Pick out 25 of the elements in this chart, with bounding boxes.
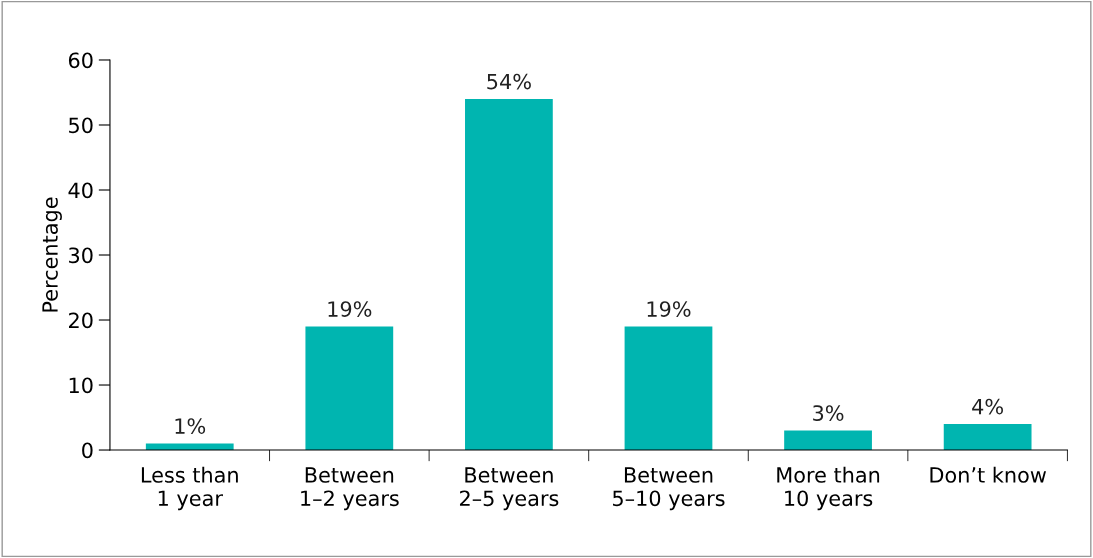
bar [305,326,394,451]
x-tick-label: Between 2–5 years [459,467,559,511]
y-tick-label: 40 [68,182,93,199]
data-label: 3% [813,405,844,421]
bar [624,326,713,451]
y-tick-label: 20 [69,312,93,329]
y-tick-label: 0 [82,442,93,459]
y-tick-label: 60 [68,52,93,69]
x-tick-label: Between 1–2 years [301,467,399,511]
x-tick-label: Don’t know [930,466,1046,483]
y-axis-title: Percentage [42,197,62,312]
y-tick-label: 10 [69,377,93,394]
y-tick-label: 30 [69,247,93,264]
data-label: 19% [647,301,691,317]
x-tick-label: Between 5–10 years [613,467,725,511]
bar [784,430,872,451]
data-label: 4% [972,398,1004,415]
y-tick-label: 50 [69,117,93,134]
data-label: 19% [328,301,372,317]
bar [465,98,553,451]
data-label: 1% [175,418,206,434]
data-label: 54% [487,73,531,90]
x-tick-label: Less than 1 year [141,466,238,511]
bar [943,424,1032,451]
x-tick-label: More than 10 years [777,466,880,511]
